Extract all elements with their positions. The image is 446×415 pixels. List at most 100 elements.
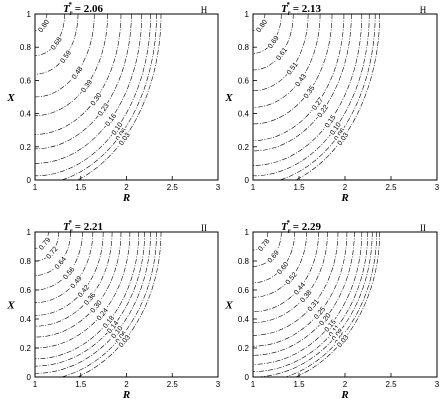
x-tick-label: 1 <box>251 380 256 389</box>
x-tick-label: 1 <box>251 183 256 192</box>
contour-label-bg <box>116 129 132 147</box>
contour-label-bg <box>115 332 132 350</box>
contour-label-group: 0.39 <box>78 77 94 95</box>
contour-line <box>35 232 83 291</box>
x-axis-label: R <box>340 389 348 401</box>
x-tick-label: 2 <box>343 183 348 192</box>
panel-tag: H <box>201 5 208 15</box>
y-tick-label: 0.4 <box>238 110 250 119</box>
contour-label-bg <box>113 125 129 143</box>
contour-line <box>35 232 140 360</box>
x-axis-label: R <box>122 192 130 204</box>
contour-label-bg <box>43 243 60 261</box>
y-tick-label: 0.6 <box>238 286 250 295</box>
contour-label-bg <box>300 82 316 101</box>
contour-label-bg <box>87 297 104 315</box>
contour-label-group: 0.69 <box>265 33 281 51</box>
contour-label-bg <box>67 273 84 291</box>
contour-label-bg <box>311 304 327 321</box>
y-tick-label: 0.8 <box>20 43 32 52</box>
title-text: = 2.21 <box>72 221 103 233</box>
contour-label-bg <box>331 125 347 143</box>
panel-tag: II <box>420 223 426 233</box>
contour-label-group: 0.64 <box>51 254 68 271</box>
contour-label-bg <box>87 90 103 108</box>
contours: 0.780.690.600.520.440.380.310.250.200.15… <box>253 232 380 377</box>
x-tick-label: 1 <box>33 380 38 389</box>
contour-label-bg <box>95 100 111 118</box>
contour-label-bg <box>100 312 116 330</box>
x-tick-label: 2.5 <box>167 380 179 389</box>
contour-label-bg <box>327 119 343 137</box>
contour-line <box>35 232 71 276</box>
x-tick-label: 3 <box>216 380 221 389</box>
plot-frame <box>34 13 219 181</box>
x-tick-label: 1.5 <box>293 380 305 389</box>
panel-title: Tr* = 2.29 <box>281 219 321 235</box>
contour-label-bg <box>274 259 290 276</box>
x-axis-label: R <box>340 192 348 204</box>
contour-label-bg <box>112 328 129 346</box>
y-axis-label: X <box>6 300 15 312</box>
plot-frame <box>252 13 438 181</box>
contours: 0.800.690.610.510.430.350.270.220.150.10… <box>253 14 380 180</box>
title-text: = 2.13 <box>290 3 322 15</box>
contour-label-group: 0.60 <box>274 259 290 276</box>
y-tick-label: 0.2 <box>238 143 250 152</box>
title-text: = 2.29 <box>290 221 322 233</box>
y-tick-label: 0.2 <box>20 143 32 152</box>
contour-label-bg <box>309 94 325 112</box>
x-tick-label: 2 <box>343 380 348 389</box>
y-tick-label: 0 <box>245 373 250 382</box>
contour-label-bg <box>334 332 350 350</box>
contour-line <box>35 14 65 56</box>
y-tick-label: 0.2 <box>238 344 250 353</box>
contour-label-bg <box>273 44 289 62</box>
contour-label-bg <box>316 310 333 328</box>
x-tick-label: 3 <box>216 183 221 192</box>
contour-label-bg <box>321 316 338 334</box>
contour-label-bg <box>102 110 118 128</box>
x-tick-label: 1.5 <box>75 183 87 192</box>
contour-label-bg <box>35 16 51 34</box>
contour-label-bg <box>57 47 73 65</box>
title-subscript: r <box>288 9 291 17</box>
contour-label-bg <box>108 323 125 341</box>
y-axis-label: X <box>6 92 15 104</box>
x-tick-label: 1 <box>33 183 38 192</box>
contour-label-bg <box>304 296 321 314</box>
contour-line <box>253 14 363 166</box>
contour-label-bg <box>108 119 124 137</box>
title-subscript: r <box>70 9 73 17</box>
panel-tag: II <box>201 223 207 233</box>
title-subscript: r <box>288 227 291 235</box>
y-tick-label: 0 <box>27 176 32 185</box>
contour-label-bg <box>69 63 85 81</box>
y-tick-label: 1 <box>27 228 32 237</box>
contour-label-bg <box>255 236 271 253</box>
y-tick-label: 0.6 <box>238 76 250 85</box>
x-tick-label: 2.5 <box>385 380 397 389</box>
contour-label-bg <box>322 112 338 130</box>
panel-title: Tr* = 2.06 <box>63 1 103 17</box>
y-tick-label: 0 <box>27 373 32 382</box>
contour-label-group: 0.69 <box>264 247 281 264</box>
contour-line <box>35 14 95 98</box>
contour-label-group: 0.61 <box>273 44 289 62</box>
contour-label-group: 0.80 <box>35 16 51 34</box>
y-tick-label: 0.2 <box>20 344 32 353</box>
panel-tag: H <box>420 5 427 15</box>
x-tick-label: 1.5 <box>293 183 305 192</box>
x-tick-label: 2 <box>124 183 129 192</box>
y-tick-label: 1 <box>27 10 32 19</box>
contour-label-bg <box>334 129 350 147</box>
title-symbol: T <box>63 221 71 233</box>
contour-label-bg <box>60 264 76 282</box>
title-superscript: * <box>68 219 72 227</box>
contour-label-bg <box>75 282 91 300</box>
panel: 1 1.5 2 2.5 300.20.40.60.810.790.720.640.560… <box>6 219 220 401</box>
contour-line <box>294 14 380 180</box>
y-tick-label: 0.8 <box>238 43 250 52</box>
panel-title: Tr* = 2.21 <box>63 219 103 235</box>
contours: 0.790.720.640.560.490.420.360.300.240.18… <box>35 232 162 377</box>
